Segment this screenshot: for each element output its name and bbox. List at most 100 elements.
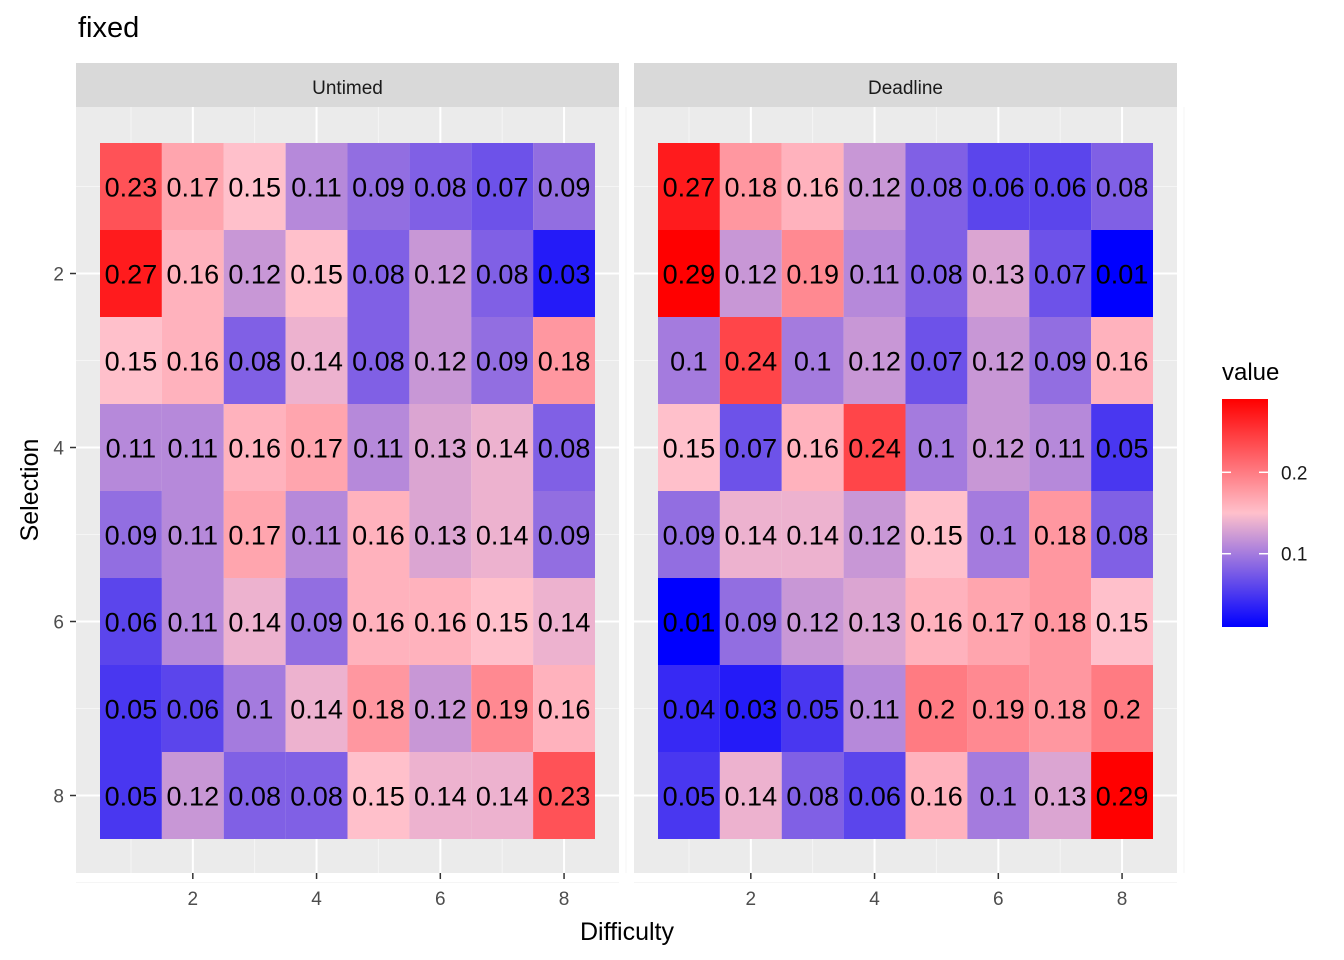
cell-value-label: 0.08 — [476, 260, 529, 290]
heatmap-cell — [533, 578, 595, 665]
heatmap-cell — [161, 665, 224, 752]
heatmap-cell — [471, 143, 534, 230]
cell-value-label: 0.16 — [352, 608, 405, 638]
x-tick-label: 4 — [311, 889, 322, 910]
heatmap-cell — [1091, 230, 1153, 317]
heatmap-cell — [285, 143, 348, 230]
cell-value-label: 0.12 — [972, 347, 1025, 377]
y-tick-label: 6 — [53, 613, 64, 634]
heatmap-cell — [409, 317, 472, 404]
heatmap-cell — [1091, 665, 1153, 752]
heatmap-cell — [1091, 491, 1153, 578]
cell-value-label: 0.05 — [105, 782, 158, 812]
cell-value-label: 0.07 — [725, 434, 778, 464]
cell-value-label: 0.12 — [972, 434, 1025, 464]
cell-value-label: 0.11 — [849, 260, 900, 290]
cell-value-label: 0.09 — [538, 173, 591, 203]
heatmap-cell — [533, 404, 595, 491]
heatmap-cell — [1029, 143, 1092, 230]
x-axis-title: Difficulty — [580, 918, 675, 946]
cell-value-label: 0.11 — [353, 434, 404, 464]
cell-value-label: 0.13 — [848, 608, 901, 638]
cell-value-label: 0.08 — [352, 347, 405, 377]
heatmap-cell — [223, 491, 286, 578]
cell-value-label: 0.12 — [848, 347, 901, 377]
chart-title: fixed — [78, 12, 140, 44]
cell-value-label: 0.05 — [105, 695, 158, 725]
heatmap-cell — [409, 230, 472, 317]
cell-value-label: 0.16 — [1096, 347, 1149, 377]
heatmap-cell — [285, 578, 348, 665]
heatmap-cell — [658, 143, 720, 230]
cell-value-label: 0.23 — [105, 173, 158, 203]
heatmap-cell — [967, 752, 1030, 839]
cell-value-label: 0.11 — [168, 434, 219, 464]
cell-value-label: 0.07 — [910, 347, 963, 377]
cell-value-label: 0.08 — [352, 260, 405, 290]
heatmap-cell — [100, 578, 162, 665]
heatmap-cell — [905, 752, 968, 839]
cell-value-label: 0.07 — [1034, 260, 1087, 290]
heatmap-cell — [223, 578, 286, 665]
cell-value-label: 0.16 — [786, 434, 839, 464]
cell-value-label: 0.14 — [290, 695, 343, 725]
cell-value-label: 0.12 — [414, 260, 467, 290]
heatmap-cell — [347, 230, 410, 317]
heatmap-cell — [658, 317, 720, 404]
heatmap-cell — [1029, 578, 1092, 665]
cell-value-label: 0.15 — [1096, 608, 1149, 638]
heatmap-cell — [967, 230, 1030, 317]
cell-value-label: 0.14 — [786, 521, 839, 551]
heatmap-cell — [161, 752, 224, 839]
x-tick-label: 8 — [559, 889, 570, 910]
heatmap-cell — [471, 752, 534, 839]
cell-value-label: 0.15 — [228, 173, 281, 203]
cell-value-label: 0.1 — [980, 521, 1018, 551]
heatmap-cell — [719, 143, 782, 230]
cell-value-label: 0.1 — [980, 782, 1018, 812]
cell-value-label: 0.09 — [352, 173, 405, 203]
cell-value-label: 0.09 — [663, 521, 716, 551]
heatmap-cell — [409, 404, 472, 491]
cell-value-label: 0.08 — [1096, 521, 1149, 551]
facet-strip-label: Untimed — [312, 78, 383, 99]
heatmap-cell — [905, 491, 968, 578]
heatmap-cell — [347, 491, 410, 578]
heatmap-cell — [1029, 230, 1092, 317]
heatmap-cell — [843, 404, 906, 491]
cell-value-label: 0.14 — [290, 347, 343, 377]
cell-value-label: 0.1 — [918, 434, 956, 464]
heatmap-cell — [223, 665, 286, 752]
heatmap-cell — [843, 230, 906, 317]
heatmap-cell — [719, 752, 782, 839]
cell-value-label: 0.09 — [476, 347, 529, 377]
heatmap-cell — [100, 317, 162, 404]
heatmap-cell — [347, 665, 410, 752]
heatmap-cell — [967, 404, 1030, 491]
heatmap-cell — [905, 578, 968, 665]
x-tick-label: 6 — [993, 889, 1004, 910]
heatmap-cell — [967, 491, 1030, 578]
cell-value-label: 0.18 — [1034, 695, 1087, 725]
cell-value-label: 0.19 — [972, 695, 1025, 725]
heatmap-cell — [658, 665, 720, 752]
heatmap-cell — [905, 230, 968, 317]
heatmap-cell — [223, 317, 286, 404]
cell-value-label: 0.19 — [786, 260, 839, 290]
heatmap-cell — [161, 143, 224, 230]
heatmap-cell — [719, 317, 782, 404]
heatmap-cell — [658, 404, 720, 491]
heatmap-cell — [719, 665, 782, 752]
heatmap-cell — [223, 752, 286, 839]
heatmap-cell — [658, 752, 720, 839]
x-tick-label: 2 — [746, 889, 757, 910]
heatmap-cell — [1029, 491, 1092, 578]
cell-value-label: 0.12 — [414, 347, 467, 377]
heatmap-cell — [533, 230, 595, 317]
cell-value-label: 0.05 — [1096, 434, 1149, 464]
cell-value-label: 0.08 — [228, 347, 281, 377]
heatmap-cell — [223, 143, 286, 230]
heatmap-cell — [533, 317, 595, 404]
heatmap-cell — [100, 665, 162, 752]
